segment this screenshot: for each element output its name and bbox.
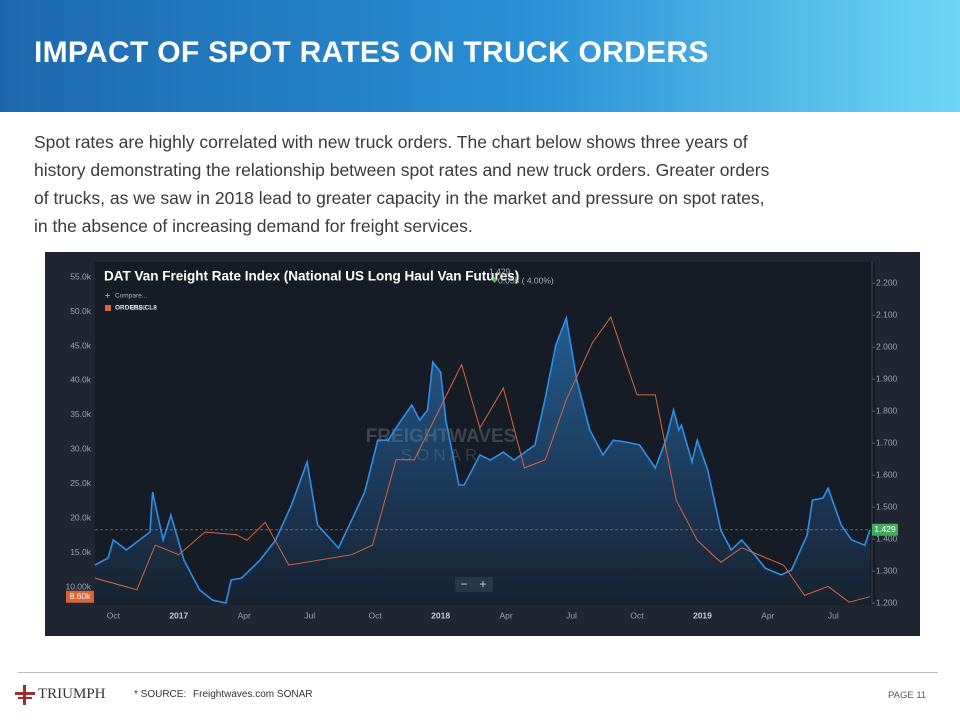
change-value: 0.055 ( 4.00%)	[498, 275, 554, 285]
logo-icon	[15, 685, 35, 705]
slide-title: IMPACT OF SPOT RATES ON TRUCK ORDERS	[34, 36, 709, 69]
header-value: 1.429	[489, 266, 511, 276]
y-tick-label: 45.0k	[70, 340, 92, 350]
legend-label: Compare...	[115, 293, 147, 300]
change-icon	[492, 277, 497, 283]
legend-value: 8599	[131, 305, 147, 312]
y2-tick-label: 1.400	[876, 533, 898, 543]
legend-swatch	[105, 305, 111, 311]
x-tick-label: Apr	[499, 610, 512, 620]
y2-tick-label: 1.500	[876, 501, 898, 511]
x-tick-label: 2017	[169, 610, 188, 620]
y2-tick-label: 2.100	[876, 309, 898, 319]
y-tick-label: 25.0k	[70, 478, 92, 488]
x-tick-label: Oct	[630, 610, 644, 620]
current-badge	[872, 523, 898, 536]
x-tick-label: Jul	[304, 610, 315, 620]
series-line	[94, 316, 871, 603]
text-line: in the absence of increasing demand for …	[34, 216, 473, 236]
page-number: PAGE 11	[888, 690, 927, 701]
x-tick-label: 2018	[431, 610, 450, 620]
y2-tick-label: 1.800	[876, 405, 898, 415]
y2-tick-label: 1.900	[876, 373, 898, 383]
footer-rule	[18, 672, 938, 673]
y-tick-label: 30.0k	[70, 444, 92, 454]
y2-tick-label: 1.700	[876, 437, 898, 447]
y2-tick-label: 2.000	[876, 341, 898, 351]
y-tick-label: 10.00k	[65, 581, 91, 591]
text-line: history demonstrating the relationship b…	[34, 160, 770, 180]
y2-tick-label: 1.600	[876, 469, 898, 479]
legend-label: ORDERS.CL8	[115, 305, 157, 312]
x-tick-label: Oct	[369, 610, 383, 620]
current-label: 1.429	[874, 524, 896, 534]
x-tick-label: Jul	[828, 610, 839, 620]
x-tick-label: Jul	[566, 610, 577, 620]
legend-icon: +	[105, 290, 110, 300]
y-tick-label: 15.0k	[70, 547, 92, 557]
source-label: * SOURCE:	[134, 689, 187, 700]
y-tick-label: 35.0k	[70, 409, 92, 419]
series-line	[94, 314, 871, 605]
x-tick-label: 2019	[693, 610, 712, 620]
x-tick-label: Oct	[107, 610, 121, 620]
current-badge	[66, 590, 94, 603]
chart-title: DAT Van Freight Rate Index (National US …	[104, 269, 519, 284]
y-tick-label: 20.0k	[70, 512, 92, 522]
paragraph: Spot rates are highly correlated with ne…	[34, 128, 944, 240]
text-line: of trucks, as we saw in 2018 lead to gre…	[34, 188, 765, 208]
chart: DAT Van Freight Rate Index (National US …	[45, 252, 920, 636]
area	[95, 318, 870, 605]
text-line: Spot rates are highly correlated with ne…	[34, 132, 748, 152]
current-label: 8.60k	[70, 591, 92, 601]
y-tick-label: 55.0k	[70, 271, 92, 281]
header-band: IMPACT OF SPOT RATES ON TRUCK ORDERS	[0, 0, 960, 112]
y2-tick-label: 1.200	[876, 597, 898, 607]
y2-tick-label: 2.200	[876, 277, 898, 287]
y-tick-label: 50.0k	[70, 306, 92, 316]
y2-tick-label: 1.300	[876, 565, 898, 575]
x-tick-label: Apr	[238, 610, 251, 620]
logo-text: TRIUMPH	[38, 686, 106, 702]
y-tick-label: 40.0k	[70, 375, 92, 385]
source: Freightwaves.com SONAR	[193, 689, 313, 700]
x-tick-label: Apr	[761, 610, 774, 620]
